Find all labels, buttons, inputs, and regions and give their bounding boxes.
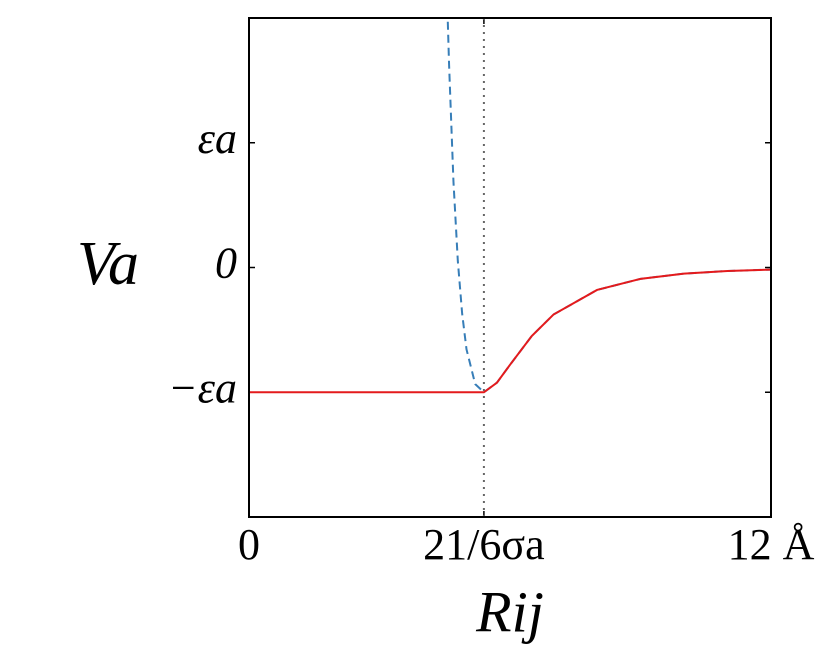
x-tick-label: 12 Å [728,520,815,569]
y-tick-label: εa [198,114,237,163]
x-tick-label: 21/6σa [423,520,544,569]
line [249,268,772,394]
y-tick-label: −εa [168,363,237,412]
line [446,21,772,394]
x-tick-label: 0 [238,520,260,569]
x-axis-label: Rij [475,579,544,644]
y-axis-label: Va [77,230,139,298]
y-tick-label: 0 [215,239,237,288]
plot-frame [248,17,772,518]
